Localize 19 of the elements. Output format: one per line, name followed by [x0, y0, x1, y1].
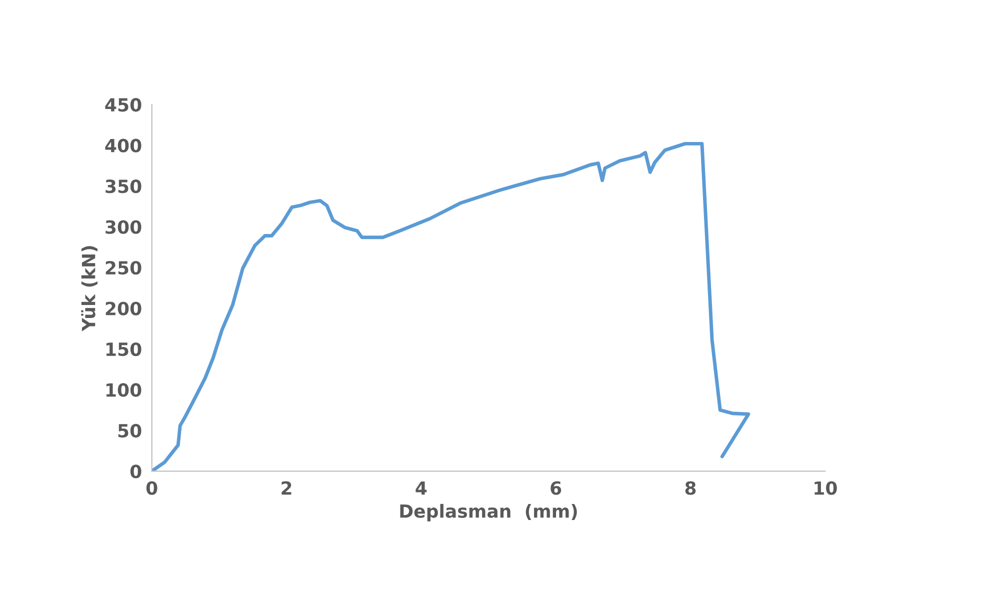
line-series [152, 142, 750, 472]
y-tick-label: 200 [106, 302, 142, 316]
y-tick-label: 0 [130, 464, 142, 478]
x-tick-label: 2 [282, 481, 292, 495]
y-tick-label: 400 [105, 138, 142, 152]
x-tick-label: 8 [685, 481, 696, 495]
y-tick-label: 50 [118, 424, 142, 438]
y-tick-label: 250 [106, 260, 142, 275]
y-tick-label: 350 [106, 180, 142, 194]
y-tick-label: 450 [105, 98, 142, 112]
x-tick-label: 10 [814, 481, 837, 495]
y-tick-label: 100 [106, 383, 142, 397]
x-axis-title: Deplasman (mm) [400, 504, 577, 522]
y-axis-title: Yük (kN) [81, 246, 98, 332]
y-tick-label: 150 [106, 342, 142, 356]
x-tick-label: 6 [550, 481, 562, 495]
y-tick-label: 300 [106, 220, 142, 234]
x-tick-label: 4 [416, 481, 427, 495]
x-tick-label: 0 [146, 481, 158, 495]
